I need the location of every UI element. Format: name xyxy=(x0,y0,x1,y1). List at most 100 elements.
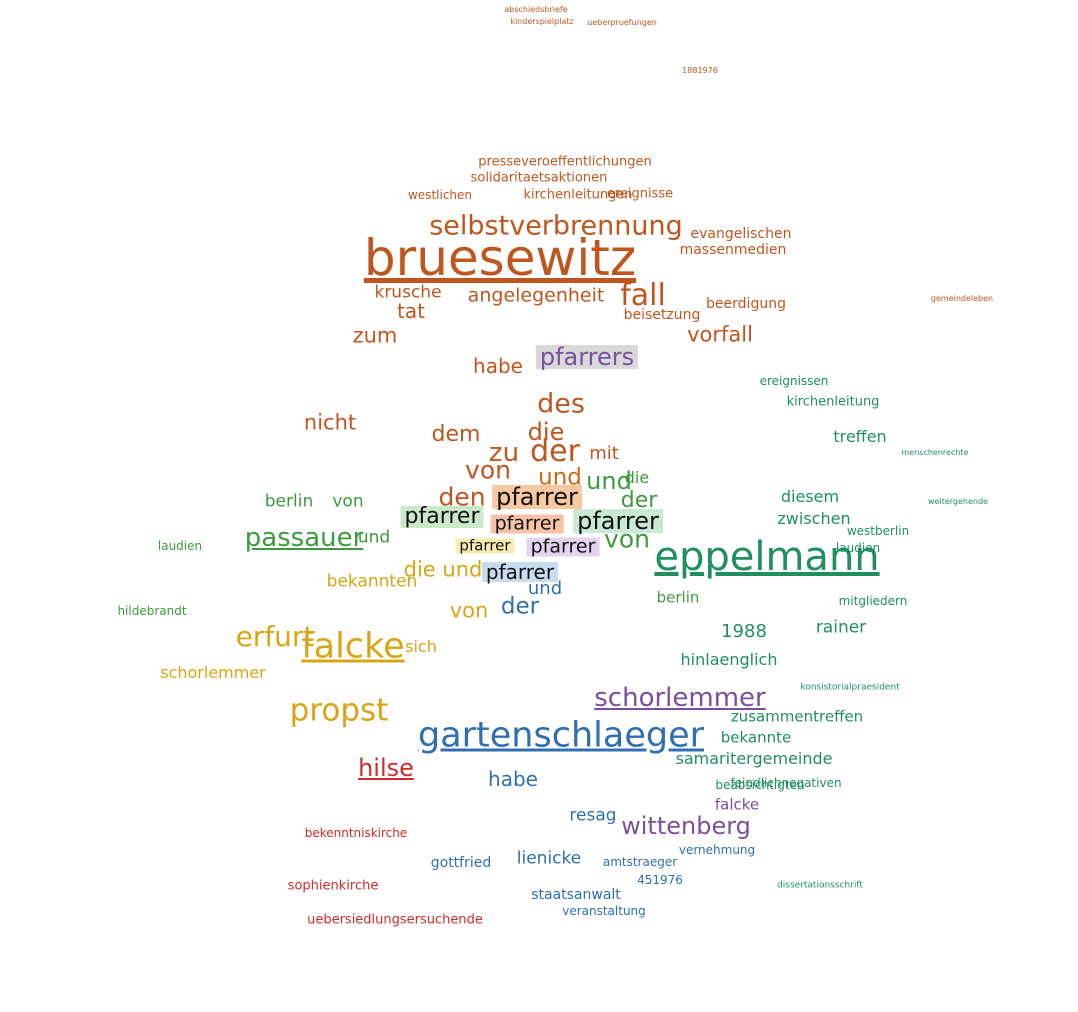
cloud-word: schorlemmer xyxy=(160,663,266,682)
cloud-word: tat xyxy=(397,299,425,323)
cloud-word: bekannten xyxy=(326,571,418,592)
cloud-word: amtstraeger xyxy=(602,855,678,869)
cloud-word: gartenschlaeger xyxy=(418,715,704,756)
cloud-word: feindlichnegativen xyxy=(730,776,842,790)
cloud-word: laudien xyxy=(835,541,881,555)
cloud-word: ueberpruefungen xyxy=(587,18,657,27)
cloud-word: passauer xyxy=(244,523,364,553)
cloud-word: westberlin xyxy=(846,524,910,538)
cloud-word: der xyxy=(500,593,540,620)
cloud-word: bruesewitz xyxy=(363,229,637,287)
cloud-word: des xyxy=(537,388,585,420)
cloud-word: pfarrer xyxy=(490,514,564,534)
cloud-word: die xyxy=(624,468,650,487)
cloud-word: pfarrer xyxy=(492,485,582,509)
cloud-word: beabsichtigten xyxy=(715,778,805,792)
cloud-word: dissertationsschrift xyxy=(777,880,863,891)
cloud-word: berlin xyxy=(656,588,700,607)
cloud-word: kirchenleitungen xyxy=(523,187,633,203)
cloud-word: pfarrer xyxy=(455,538,515,554)
cloud-word: sich xyxy=(405,637,437,656)
cloud-word: von xyxy=(332,491,364,512)
cloud-word: fall xyxy=(620,278,666,313)
cloud-word: und xyxy=(357,527,391,548)
cloud-word: zu xyxy=(488,438,520,468)
cloud-word: falcke xyxy=(301,626,405,667)
cloud-word: wittenberg xyxy=(621,812,751,840)
cloud-word: propst xyxy=(289,692,389,729)
cloud-word: vorfall xyxy=(687,322,753,347)
cloud-word: treffen xyxy=(833,427,887,446)
cloud-word: mitgliedern xyxy=(838,594,908,608)
cloud-word: beerdigung xyxy=(706,296,786,312)
cloud-word: kirchenleitung xyxy=(786,394,880,410)
cloud-word: menschenrechte xyxy=(901,448,969,457)
cloud-word: kinderspielplatz xyxy=(510,17,574,26)
cloud-word: evangelischen xyxy=(690,226,792,242)
cloud-word: lienicke xyxy=(516,848,582,869)
cloud-word: weitergehende xyxy=(928,497,988,506)
cloud-word: zwischen xyxy=(777,509,851,528)
cloud-word: gottfried xyxy=(430,855,492,871)
cloud-word: nicht xyxy=(303,410,357,435)
cloud-word: und xyxy=(527,578,563,599)
cloud-word: konsistorialpraesident xyxy=(800,682,900,693)
cloud-word: der xyxy=(620,488,658,513)
cloud-word: 1881976 xyxy=(682,66,718,75)
cloud-word: uebersiedlungsersuchende xyxy=(307,912,483,928)
cloud-word: angelegenheit xyxy=(467,284,605,307)
cloud-word: den xyxy=(438,482,486,512)
cloud-word: pfarrer xyxy=(481,562,559,582)
cloud-word: sophienkirche xyxy=(287,878,379,894)
cloud-word: diesem xyxy=(780,487,840,506)
cloud-word: westlichen xyxy=(407,188,473,202)
cloud-word: pfarrer xyxy=(573,509,663,533)
cloud-word: ereignisse xyxy=(606,186,674,202)
cloud-word: selbstverbrennung xyxy=(429,210,683,242)
cloud-word: 451976 xyxy=(637,873,683,887)
cloud-word: solidaritaetsaktionen xyxy=(470,170,608,186)
cloud-word: habe xyxy=(473,354,523,378)
cloud-word: mit xyxy=(589,443,619,464)
cloud-word: dem xyxy=(431,422,481,447)
cloud-word: von xyxy=(604,524,650,554)
cloud-word: von xyxy=(465,455,511,485)
cloud-word: habe xyxy=(488,767,538,791)
cloud-word: rainer xyxy=(815,617,867,638)
cloud-word: bekenntniskirche xyxy=(304,826,408,840)
cloud-word: bekannte xyxy=(720,728,792,747)
cloud-word: schorlemmer xyxy=(594,683,766,713)
cloud-word: pfarrers xyxy=(535,345,639,369)
cloud-word: resag xyxy=(569,805,617,826)
cloud-word: berlin xyxy=(264,491,314,512)
cloud-word: beisetzung xyxy=(623,307,701,323)
cloud-word: zum xyxy=(352,323,398,348)
cloud-word: zusammentreffen xyxy=(730,707,864,726)
cloud-word: eppelmann xyxy=(654,534,880,580)
cloud-word: massenmedien xyxy=(679,242,787,258)
cloud-word: die xyxy=(527,418,565,446)
cloud-word: erfurt xyxy=(235,620,315,653)
cloud-word: krusche xyxy=(374,282,442,303)
cloud-word: der xyxy=(530,434,580,469)
cloud-word: ereignissen xyxy=(759,374,829,388)
cloud-word: von xyxy=(449,598,489,623)
cloud-word: die und xyxy=(403,557,483,582)
cloud-word: hilse xyxy=(358,754,414,782)
cloud-word: hildebrandt xyxy=(117,604,187,618)
cloud-word: und xyxy=(586,467,632,495)
cloud-word: pfarrer xyxy=(526,537,600,557)
cloud-word: pfarrer xyxy=(400,506,484,528)
cloud-word: samaritergemeinde xyxy=(675,749,833,768)
cloud-word: falcke xyxy=(714,795,760,814)
cloud-word: presseveroeffentlichungen xyxy=(478,154,652,170)
cloud-word: und xyxy=(538,464,582,491)
cloud-word: abschiedsbriefe xyxy=(504,5,568,14)
cloud-word: veranstaltung xyxy=(562,904,646,918)
cloud-word: 1988 xyxy=(721,621,767,642)
cloud-word: vernehmung xyxy=(678,843,756,857)
cloud-word: gemeindeleben xyxy=(930,294,994,303)
cloud-word: hinlaenglich xyxy=(680,650,778,669)
cloud-word: laudien xyxy=(157,539,203,553)
